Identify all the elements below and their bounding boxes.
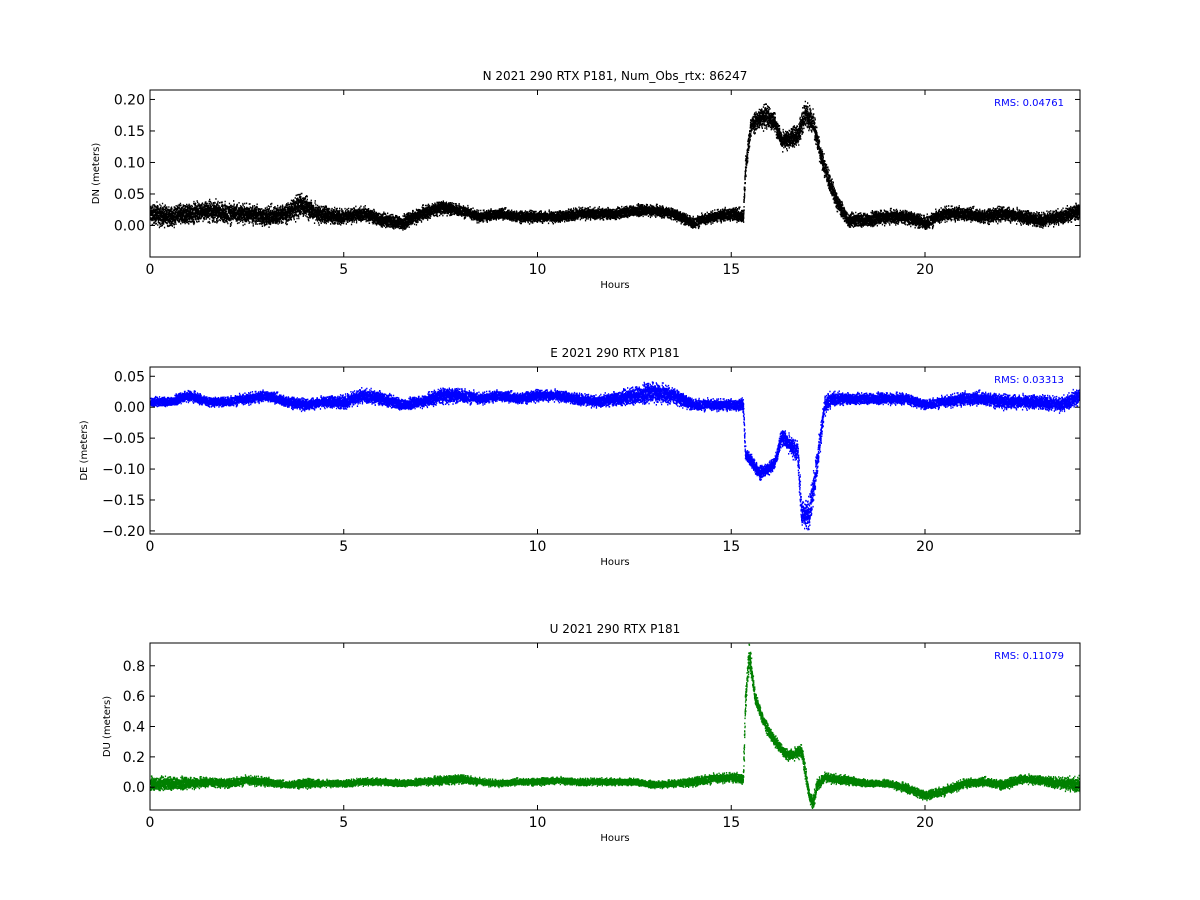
n-x-tick-label: 15 [722,262,740,278]
n-y-tick-label: 0.00 [114,218,145,234]
u-y-tick-label: 0.0 [123,780,145,796]
e-x-tick-label: 20 [916,539,934,555]
n-y-tick-label: 0.05 [114,187,145,203]
u-y-tick-label: 0.2 [123,750,145,766]
u-x-tick-label: 10 [529,815,547,831]
u-y-axis-label: DU (meters) [102,696,113,757]
e-x-tick-label: 10 [529,539,547,555]
u-x-axis-label: Hours [600,833,629,844]
e-x-tick-label: 5 [339,539,348,555]
e-y-tick-label: −0.05 [102,431,145,447]
n-x-axis-label: Hours [600,280,629,291]
n-y-tick-label: 0.15 [114,124,145,140]
u-y-tick-label: 0.6 [123,689,145,705]
u-y-tick-label: 0.4 [123,720,145,736]
u-x-tick-label: 0 [146,815,155,831]
n-chart-title: N 2021 290 RTX P181, Num_Obs_rtx: 86247 [483,69,748,83]
e-y-axis-label: DE (meters) [79,420,90,480]
e-y-tick-label: 0.05 [114,369,145,385]
u-chart-title: U 2021 290 RTX P181 [550,622,681,636]
e-x-tick-label: 0 [146,539,155,555]
u-x-tick-label: 5 [339,815,348,831]
n-y-tick-label: 0.20 [114,92,145,108]
e-y-tick-label: −0.20 [102,524,145,540]
n-x-tick-label: 5 [339,262,348,278]
e-x-tick-label: 15 [722,539,740,555]
e-x-axis-label: Hours [600,557,629,568]
e-rms-annotation: RMS: 0.03313 [994,375,1064,386]
u-x-tick-label: 15 [722,815,740,831]
e-chart-title: E 2021 290 RTX P181 [550,346,679,360]
u-y-tick-label: 0.8 [123,659,145,675]
u-x-tick-label: 20 [916,815,934,831]
u-rms-annotation: RMS: 0.11079 [994,651,1064,662]
e-y-tick-label: −0.15 [102,493,145,509]
n-x-tick-label: 10 [529,262,547,278]
n-rms-annotation: RMS: 0.04761 [994,98,1064,109]
e-y-tick-label: 0.00 [114,400,145,416]
n-y-tick-label: 0.10 [114,155,145,171]
e-y-tick-label: −0.10 [102,462,145,478]
n-y-axis-label: DN (meters) [91,143,102,205]
n-x-tick-label: 20 [916,262,934,278]
n-x-tick-label: 0 [146,262,155,278]
